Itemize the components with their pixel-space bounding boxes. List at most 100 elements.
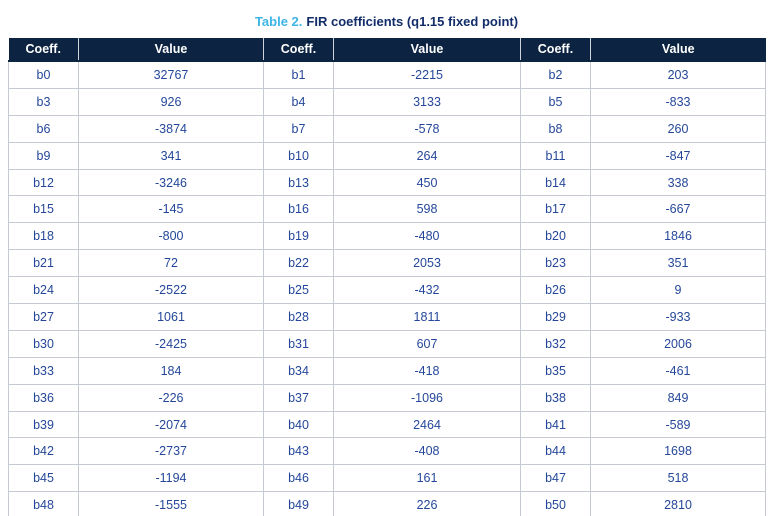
coeff-cell: b2 [520,61,591,89]
coeff-cell: b1 [263,61,334,89]
coeff-cell: b43 [263,437,334,466]
value-cell: 450 [333,168,521,197]
coeff-cell: b33 [8,356,79,385]
value-cell: -2074 [78,410,264,439]
coeff-cell: b29 [520,303,591,331]
coeff-cell: b25 [263,276,334,305]
table-caption: Table 2. FIR coefficients (q1.15 fixed po… [0,14,773,30]
table-row: b18 -800 b19 -480 b20 1846 [8,222,766,251]
value-cell: 2464 [333,410,521,439]
table-row: b42 -2737 b43 -408 b44 1698 [8,437,766,466]
value-cell: 1061 [78,303,264,331]
coeff-cell: b27 [8,303,79,331]
value-cell: 2006 [590,329,766,358]
table-row: b36 -226 b37 -1096 b38 849 [8,383,766,412]
value-cell: 9 [590,276,766,305]
value-cell: 1811 [333,303,521,331]
value-cell: -847 [590,141,766,170]
coeff-cell: b46 [263,464,334,493]
coeff-cell: b38 [520,383,591,412]
table-row: b45 -1194 b46 161 b47 518 [8,464,766,493]
coeff-cell: b6 [8,114,79,143]
table-row: b24 -2522 b25 -432 b26 9 [8,276,766,305]
value-cell: -589 [590,410,766,439]
value-cell: 3133 [333,87,521,116]
value-cell: 1846 [590,222,766,251]
value-cell: 341 [78,141,264,170]
coeff-cell: b49 [263,491,334,516]
value-cell: -2425 [78,329,264,358]
value-cell: 2053 [333,249,521,278]
value-cell: 32767 [78,61,264,89]
coeff-cell: b28 [263,303,334,331]
coeff-cell: b20 [520,222,591,251]
coeff-cell: b48 [8,491,79,516]
value-cell: -226 [78,383,264,412]
table-row: b3 926 b4 3133 b5 -833 [8,87,766,116]
coeff-cell: b45 [8,464,79,493]
header-cell-value: Value [78,38,264,62]
value-cell: 598 [333,195,521,224]
value-cell: -480 [333,222,521,251]
coeff-cell: b23 [520,249,591,278]
value-cell: -800 [78,222,264,251]
coeff-cell: b18 [8,222,79,251]
coeff-cell: b31 [263,329,334,358]
value-cell: 338 [590,168,766,197]
coeff-cell: b3 [8,87,79,116]
coeff-cell: b47 [520,464,591,493]
value-cell: 161 [333,464,521,493]
table-row: b15 -145 b16 598 b17 -667 [8,195,766,224]
value-cell: -1096 [333,383,521,412]
value-cell: -2737 [78,437,264,466]
coeff-cell: b5 [520,87,591,116]
table-caption-text: FIR coefficients (q1.15 fixed point) [306,14,519,29]
value-cell: 518 [590,464,766,493]
table-row: b21 72 b22 2053 b23 351 [8,249,766,278]
table-row: b48 -1555 b49 226 b50 2810 [8,491,766,516]
coeff-cell: b17 [520,195,591,224]
value-cell: -145 [78,195,264,224]
value-cell: -2522 [78,276,264,305]
coeff-cell: b42 [8,437,79,466]
coeff-cell: b15 [8,195,79,224]
coeff-cell: b50 [520,491,591,516]
coeff-cell: b30 [8,329,79,358]
coeff-cell: b8 [520,114,591,143]
value-cell: 260 [590,114,766,143]
coeff-cell: b22 [263,249,334,278]
coeff-cell: b7 [263,114,334,143]
coeff-cell: b19 [263,222,334,251]
value-cell: -461 [590,356,766,385]
coeff-cell: b10 [263,141,334,170]
coeff-cell: b34 [263,356,334,385]
table-row: b27 1061 b28 1811 b29 -933 [8,303,766,331]
coeff-cell: b4 [263,87,334,116]
fir-coefficients-table: Coeff. Value Coeff. Value Coeff. Value b0 3276… [8,38,766,516]
coeff-cell: b24 [8,276,79,305]
value-cell: -1555 [78,491,264,516]
value-cell: 203 [590,61,766,89]
header-cell-value: Value [590,38,766,62]
coeff-cell: b21 [8,249,79,278]
table-header-row: Coeff. Value Coeff. Value Coeff. Value [8,38,766,62]
value-cell: -667 [590,195,766,224]
table-row: b39 -2074 b40 2464 b41 -589 [8,410,766,439]
table-row: b0 32767 b1 -2215 b2 203 [8,61,766,89]
value-cell: 849 [590,383,766,412]
coeff-cell: b37 [263,383,334,412]
coefficients-tbody: b0 32767 b1 -2215 b2 203 b3 926 b4 3133 b5 -833 b6 -3… [8,61,766,516]
coeff-cell: b26 [520,276,591,305]
table-row: b33 184 b34 -418 b35 -461 [8,356,766,385]
value-cell: 607 [333,329,521,358]
value-cell: -408 [333,437,521,466]
value-cell: 264 [333,141,521,170]
header-cell-coeff: Coeff. [263,38,334,62]
table-row: b6 -3874 b7 -578 b8 260 [8,114,766,143]
coeff-cell: b39 [8,410,79,439]
coeff-cell: b9 [8,141,79,170]
coeff-cell: b44 [520,437,591,466]
value-cell: -833 [590,87,766,116]
coeff-cell: b11 [520,141,591,170]
value-cell: -418 [333,356,521,385]
